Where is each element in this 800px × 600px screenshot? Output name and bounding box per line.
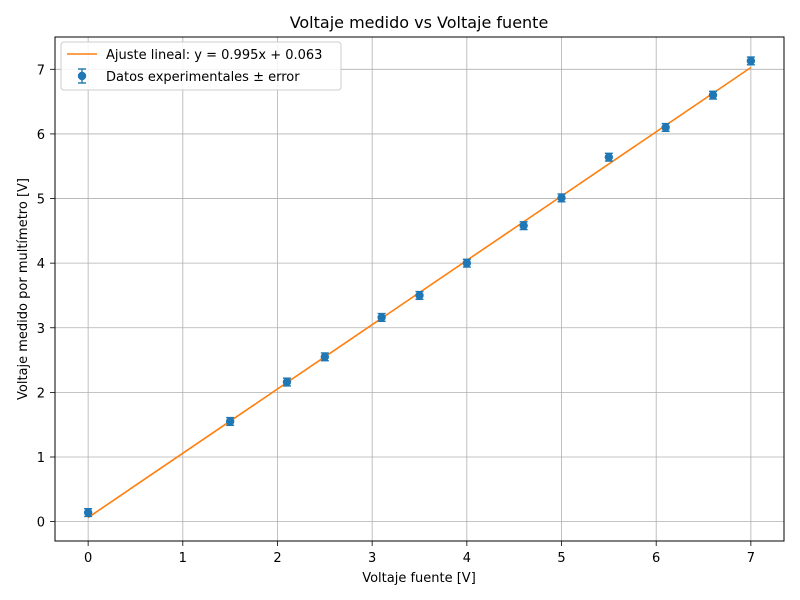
data-point <box>225 417 235 426</box>
y-tick-label: 7 <box>37 63 45 78</box>
data-point <box>708 90 718 100</box>
y-tick-label: 6 <box>37 128 45 143</box>
plot-frame <box>54 36 785 542</box>
legend: Ajuste lineal: y = 0.995x + 0.063 Datos … <box>60 41 342 91</box>
legend-fit-label: Ajuste lineal: y = 0.995x + 0.063 <box>106 48 322 63</box>
x-tick-label: 7 <box>747 551 755 566</box>
y-tick-label: 2 <box>37 386 45 401</box>
data-point <box>746 56 756 66</box>
data-point <box>377 313 386 322</box>
legend-data-swatch <box>77 68 87 84</box>
x-tick-label: 4 <box>463 551 471 566</box>
chart-title: Voltaje medido vs Voltaje fuente <box>290 13 549 32</box>
legend-point <box>77 71 87 81</box>
data-point <box>83 508 93 517</box>
legend-data-label: Datos experimentales ± error <box>106 70 300 85</box>
x-tick-label: 3 <box>368 551 376 566</box>
data-point <box>661 123 670 132</box>
y-tick-label: 0 <box>37 516 45 531</box>
y-tick-label: 1 <box>37 451 45 466</box>
data-point <box>320 352 330 362</box>
x-ticks: 0 1 2 3 4 5 6 7 <box>84 541 755 566</box>
y-tick-label: 3 <box>37 322 45 337</box>
data-point <box>282 377 292 387</box>
y-tick-label: 4 <box>37 257 45 272</box>
data-point <box>519 221 528 230</box>
y-ticks: 0 1 2 3 4 5 6 7 <box>37 63 55 531</box>
y-axis-label: Voltaje medido por multímetro [V] <box>16 178 31 400</box>
data-point <box>604 152 614 162</box>
x-tick-label: 2 <box>273 551 281 566</box>
legend-box <box>60 41 342 91</box>
y-tick-label: 5 <box>37 193 45 208</box>
x-tick-label: 1 <box>179 551 187 566</box>
x-tick-label: 0 <box>84 551 92 566</box>
data-points-layer <box>83 56 756 518</box>
data-point <box>462 258 472 268</box>
x-axis-label: Voltaje fuente [V] <box>362 571 476 586</box>
data-point <box>557 193 566 203</box>
grid <box>55 37 784 541</box>
data-point <box>415 291 424 300</box>
x-tick-label: 5 <box>557 551 565 566</box>
x-tick-label: 6 <box>652 551 660 566</box>
